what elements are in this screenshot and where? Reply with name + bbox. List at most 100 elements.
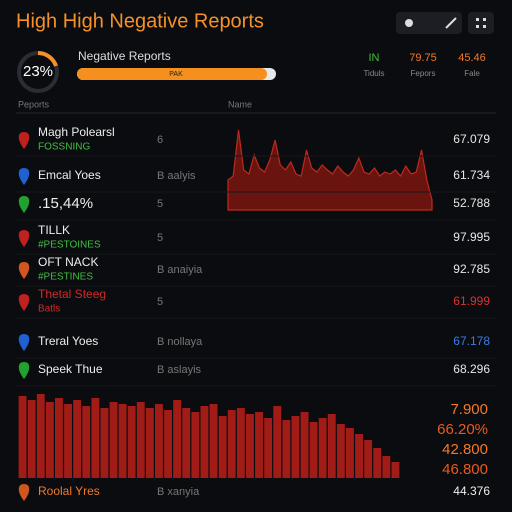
row-sub: #PESTOINES: [38, 240, 101, 251]
bar: [18, 396, 27, 478]
stat-value: 79.75: [409, 52, 437, 64]
bar: [373, 448, 382, 478]
row-icon: [18, 262, 30, 279]
bar: [355, 434, 363, 478]
bar: [191, 412, 200, 478]
row-icon: [18, 294, 30, 311]
bar: [155, 404, 163, 478]
row-count: 6: [157, 134, 163, 146]
bar: [118, 404, 127, 478]
bar: [82, 406, 91, 478]
bar: [346, 428, 354, 478]
row-count: 5: [157, 198, 163, 210]
row-value: 92.785: [453, 262, 490, 276]
column-header: Peports: [18, 99, 50, 109]
progress-fill: [77, 68, 267, 80]
bar-label: 42.800: [442, 441, 488, 458]
menu-button[interactable]: [468, 12, 494, 34]
row-name: Thetal Steeg: [38, 287, 106, 301]
row-name: Treral Yoes: [38, 334, 98, 348]
stat-label: Fepors: [411, 69, 436, 78]
bar-label: 66.20%: [437, 421, 488, 438]
bar: [291, 416, 300, 478]
progress-label: PAK: [169, 71, 183, 78]
row-icon: [18, 132, 30, 149]
row-icon: [18, 168, 30, 185]
row-name: Roolal Yres: [38, 484, 100, 498]
row-name: Emcal Yoes: [38, 168, 101, 182]
bar: [136, 402, 145, 478]
bar-label: 7.900: [450, 401, 488, 418]
row-name: Speek Thue: [38, 362, 103, 376]
bar: [309, 422, 318, 478]
bar: [327, 414, 336, 478]
bar: [246, 414, 254, 478]
trend-area: [227, 129, 433, 211]
bar: [209, 404, 218, 478]
bar: [382, 456, 391, 478]
bar: [109, 402, 118, 478]
bar: [227, 410, 236, 478]
row-name: .15,44%: [38, 195, 93, 212]
bar: [27, 400, 36, 478]
stat-value: 45.46: [458, 52, 486, 64]
row-value: 97.995: [453, 230, 490, 244]
row-icon: [18, 230, 30, 247]
row-sub: FOSSNING: [38, 142, 90, 153]
bar: [264, 418, 273, 478]
row-count: B aalyis: [157, 170, 196, 182]
bar: [127, 406, 136, 478]
row-value: 67.178: [453, 334, 490, 348]
column-header: Name: [228, 99, 252, 109]
bar: [255, 412, 263, 478]
bar: [300, 412, 309, 478]
bar: [236, 408, 245, 478]
bar: [182, 408, 191, 478]
row-value: 44.376: [453, 484, 490, 498]
row-icon: [18, 334, 30, 351]
row-value: 61.999: [453, 294, 490, 308]
row-count: B aslayis: [157, 364, 202, 376]
row-count: 5: [157, 296, 163, 308]
row-name: Magh Polearsl: [38, 125, 115, 139]
bar: [64, 404, 72, 478]
row-name: OFT NACK: [38, 255, 98, 269]
stat-value: IN: [369, 52, 380, 64]
bar: [45, 402, 54, 478]
title: High High Negative Reports: [16, 10, 264, 32]
bar: [100, 408, 109, 478]
bar: [282, 420, 291, 478]
gauge-caption: Negative Reports: [78, 49, 171, 63]
row-value: 67.079: [453, 132, 490, 146]
row-icon: [18, 362, 30, 379]
bar: [391, 462, 400, 478]
row-count: B xanyia: [157, 486, 200, 498]
row-value: 52.788: [453, 196, 490, 210]
row-count: B anaiyia: [157, 264, 203, 276]
row-icon: [18, 196, 30, 213]
row-count: 5: [157, 232, 163, 244]
bar: [73, 400, 82, 478]
view-toggle[interactable]: [396, 12, 462, 34]
bar: [91, 398, 100, 478]
bar: [318, 418, 327, 478]
bar: [36, 394, 45, 478]
bar: [55, 398, 63, 478]
bar: [145, 408, 154, 478]
bar: [200, 406, 209, 478]
gauge-value: 23%: [23, 63, 53, 80]
row-name: TILLK: [38, 223, 70, 237]
row-count: B nollaya: [157, 336, 203, 348]
bar: [336, 424, 345, 478]
pen-icon: [445, 17, 457, 29]
bar-label: 46.800: [442, 461, 488, 478]
stat-label: Fale: [464, 69, 480, 78]
row-sub: Batls: [38, 304, 60, 315]
row-sub: #PESTINES: [38, 272, 93, 283]
stat-label: Tiduls: [363, 69, 384, 78]
row-icon: [18, 484, 30, 501]
row-value: 61.734: [453, 168, 490, 182]
bar: [173, 400, 182, 478]
